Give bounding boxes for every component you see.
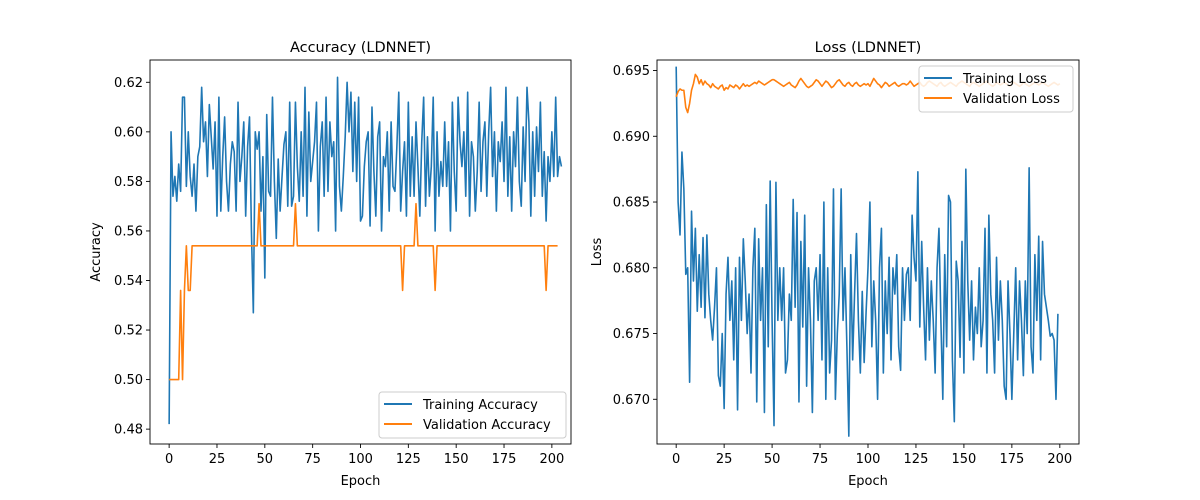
loss-y-axis-label: Loss bbox=[590, 238, 605, 267]
loss-y-tick-label: 0.675 bbox=[613, 327, 650, 342]
accuracy-x-tick-label: 100 bbox=[348, 452, 373, 467]
accuracy-x-tick-label: 75 bbox=[304, 452, 321, 467]
loss-y-tick-label: 0.680 bbox=[613, 261, 650, 276]
loss-legend: Training Loss Validation Loss bbox=[918, 65, 1074, 113]
accuracy-x-tick-label: 0 bbox=[165, 452, 173, 467]
loss-legend-box bbox=[918, 65, 1074, 113]
legend-label-training-loss: Training Loss bbox=[962, 72, 1047, 87]
loss-y-tick-label: 0.685 bbox=[613, 196, 650, 211]
accuracy-x-axis-label: Epoch bbox=[341, 474, 381, 489]
legend-label-training-accuracy: Training Accuracy bbox=[422, 398, 538, 413]
loss-x-tick-label: 75 bbox=[812, 452, 829, 467]
accuracy-x-ticks: 0 25 50 75 100 125 150 175 200 bbox=[165, 444, 564, 467]
loss-y-tick-label: 0.695 bbox=[613, 64, 650, 79]
training-loss-line bbox=[675, 66, 1059, 437]
loss-x-axis-label: Epoch bbox=[848, 474, 888, 489]
loss-x-tick-label: 0 bbox=[672, 452, 680, 467]
accuracy-y-tick-label: 0.56 bbox=[114, 224, 143, 239]
loss-y-ticks: 0.670 0.675 0.680 0.685 0.690 0.695 bbox=[613, 64, 657, 408]
accuracy-x-tick-label: 125 bbox=[396, 452, 421, 467]
accuracy-plot-area bbox=[168, 76, 563, 425]
accuracy-y-tick-label: 0.58 bbox=[114, 175, 143, 190]
accuracy-y-tick-label: 0.52 bbox=[114, 324, 143, 339]
accuracy-y-ticks: 0.48 0.50 0.52 0.54 0.56 0.58 0.60 0.62 bbox=[114, 76, 150, 438]
accuracy-y-tick-label: 0.50 bbox=[114, 373, 143, 388]
accuracy-x-tick-label: 150 bbox=[444, 452, 469, 467]
loss-x-tick-label: 175 bbox=[999, 452, 1024, 467]
accuracy-title: Accuracy (LDNNET) bbox=[290, 40, 431, 56]
accuracy-x-tick-label: 200 bbox=[539, 452, 564, 467]
legend-label-validation-loss: Validation Loss bbox=[963, 92, 1060, 107]
loss-x-tick-label: 25 bbox=[716, 452, 733, 467]
validation-accuracy-line bbox=[169, 202, 558, 381]
accuracy-legend: Training Accuracy Validation Accuracy bbox=[378, 391, 567, 439]
training-accuracy-line bbox=[168, 76, 563, 425]
accuracy-x-tick-label: 50 bbox=[257, 452, 274, 467]
accuracy-y-tick-label: 0.60 bbox=[114, 125, 143, 140]
loss-x-tick-label: 200 bbox=[1047, 452, 1072, 467]
loss-x-tick-label: 125 bbox=[904, 452, 929, 467]
accuracy-panel: Accuracy (LDNNET) 0 25 50 75 100 125 150 175 200… bbox=[89, 40, 572, 489]
accuracy-y-tick-label: 0.48 bbox=[114, 423, 143, 438]
loss-title: Loss (LDNNET) bbox=[815, 40, 922, 56]
accuracy-y-tick-label: 0.54 bbox=[114, 274, 143, 289]
loss-x-ticks: 0 25 50 75 100 125 150 175 200 bbox=[672, 444, 1072, 467]
loss-x-tick-label: 150 bbox=[951, 452, 976, 467]
loss-y-tick-label: 0.670 bbox=[613, 393, 650, 408]
loss-x-tick-label: 50 bbox=[764, 452, 781, 467]
accuracy-legend-box bbox=[378, 391, 567, 439]
accuracy-y-tick-label: 0.62 bbox=[114, 76, 143, 91]
loss-y-tick-label: 0.690 bbox=[613, 130, 650, 145]
accuracy-y-axis-label: Accuracy bbox=[89, 222, 104, 282]
loss-panel: Loss (LDNNET) 0 25 50 75 100 125 150 175 200 0.6… bbox=[590, 40, 1080, 489]
accuracy-x-tick-label: 175 bbox=[492, 452, 517, 467]
accuracy-x-tick-label: 25 bbox=[209, 452, 226, 467]
loss-x-tick-label: 100 bbox=[856, 452, 881, 467]
legend-label-validation-accuracy: Validation Accuracy bbox=[423, 418, 551, 433]
